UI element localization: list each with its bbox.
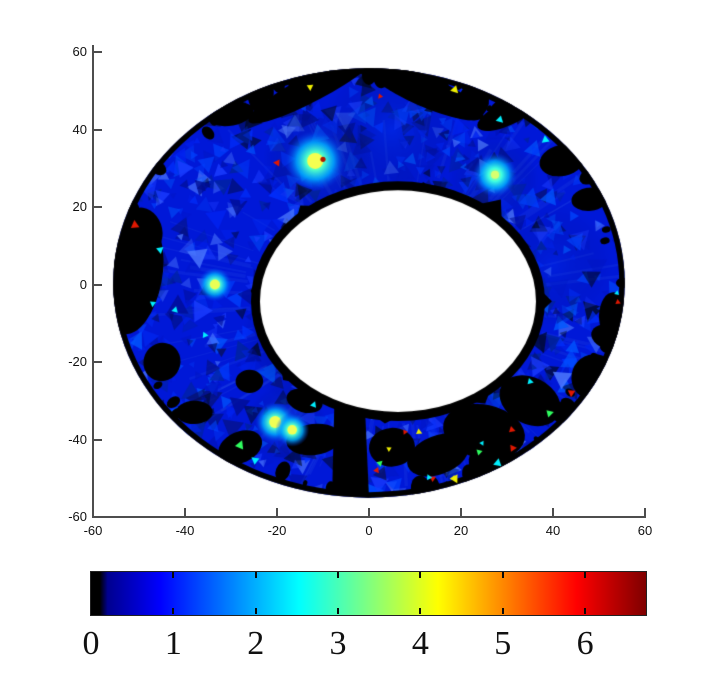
x-axis-tick-label: -40 <box>175 523 195 538</box>
y-axis-tick-label: -40 <box>68 431 87 447</box>
colorbar-tick-label: 6 <box>576 625 594 662</box>
colorbar-tick-label: 1 <box>164 625 182 662</box>
colorbar-tick <box>584 572 587 578</box>
y-axis-tick <box>94 128 102 131</box>
colorbar-tick <box>501 608 504 614</box>
x-axis-tick-label: 20 <box>453 523 469 538</box>
y-axis-tick <box>94 51 102 53</box>
y-axis-tick <box>94 361 102 363</box>
colorbar-tick <box>337 608 340 614</box>
y-axis-tick <box>94 516 102 518</box>
x-axis-tick <box>368 508 370 516</box>
colorbar-tick <box>584 608 587 614</box>
y-axis-tick-label: 60 <box>72 44 87 59</box>
colorbar-tick-label: 0 <box>82 625 100 662</box>
x-axis-tick <box>644 508 646 516</box>
y-axis-tick-label: 20 <box>72 199 87 214</box>
y-axis-line <box>92 45 94 518</box>
x-axis-tick <box>552 508 554 516</box>
x-axis-tick-label: -20 <box>267 523 287 538</box>
colorbar-tick <box>419 608 422 614</box>
colorbar-tick-label: 3 <box>329 625 347 662</box>
x-axis-tick <box>460 508 462 516</box>
y-axis-tick-label: -20 <box>68 354 87 369</box>
x-axis-tick <box>92 508 94 516</box>
colorbar-tick <box>172 572 175 578</box>
x-axis-tick-label: 60 <box>637 523 653 538</box>
x-axis-tick-label: 0 <box>365 523 373 538</box>
colorbar-tick-label: 2 <box>247 625 265 662</box>
colorbar-tick <box>254 572 257 578</box>
colorbar-tick-label: 5 <box>494 625 512 662</box>
colorbar-tick-label: 4 <box>411 625 429 662</box>
y-axis-tick-label: -60 <box>68 509 87 524</box>
x-axis-line <box>92 516 646 518</box>
colorbar-tick <box>501 572 504 578</box>
colorbar-gradient <box>90 571 647 616</box>
colorbar-tick <box>254 608 257 614</box>
colorbar-tick <box>419 572 422 578</box>
colorbar-tick <box>337 572 340 578</box>
x-axis-tick-label: -60 <box>83 523 103 538</box>
x-axis-tick <box>184 508 186 516</box>
y-axis-tick <box>94 438 102 441</box>
y-axis-tick-label: 0 <box>79 276 87 292</box>
y-axis-tick-label: 40 <box>72 121 87 137</box>
colorbar-tick <box>172 608 175 614</box>
x-axis-tick <box>276 508 278 516</box>
y-axis-tick <box>94 283 102 286</box>
y-axis-tick <box>94 206 102 208</box>
x-axis-tick-label: 40 <box>545 523 561 538</box>
